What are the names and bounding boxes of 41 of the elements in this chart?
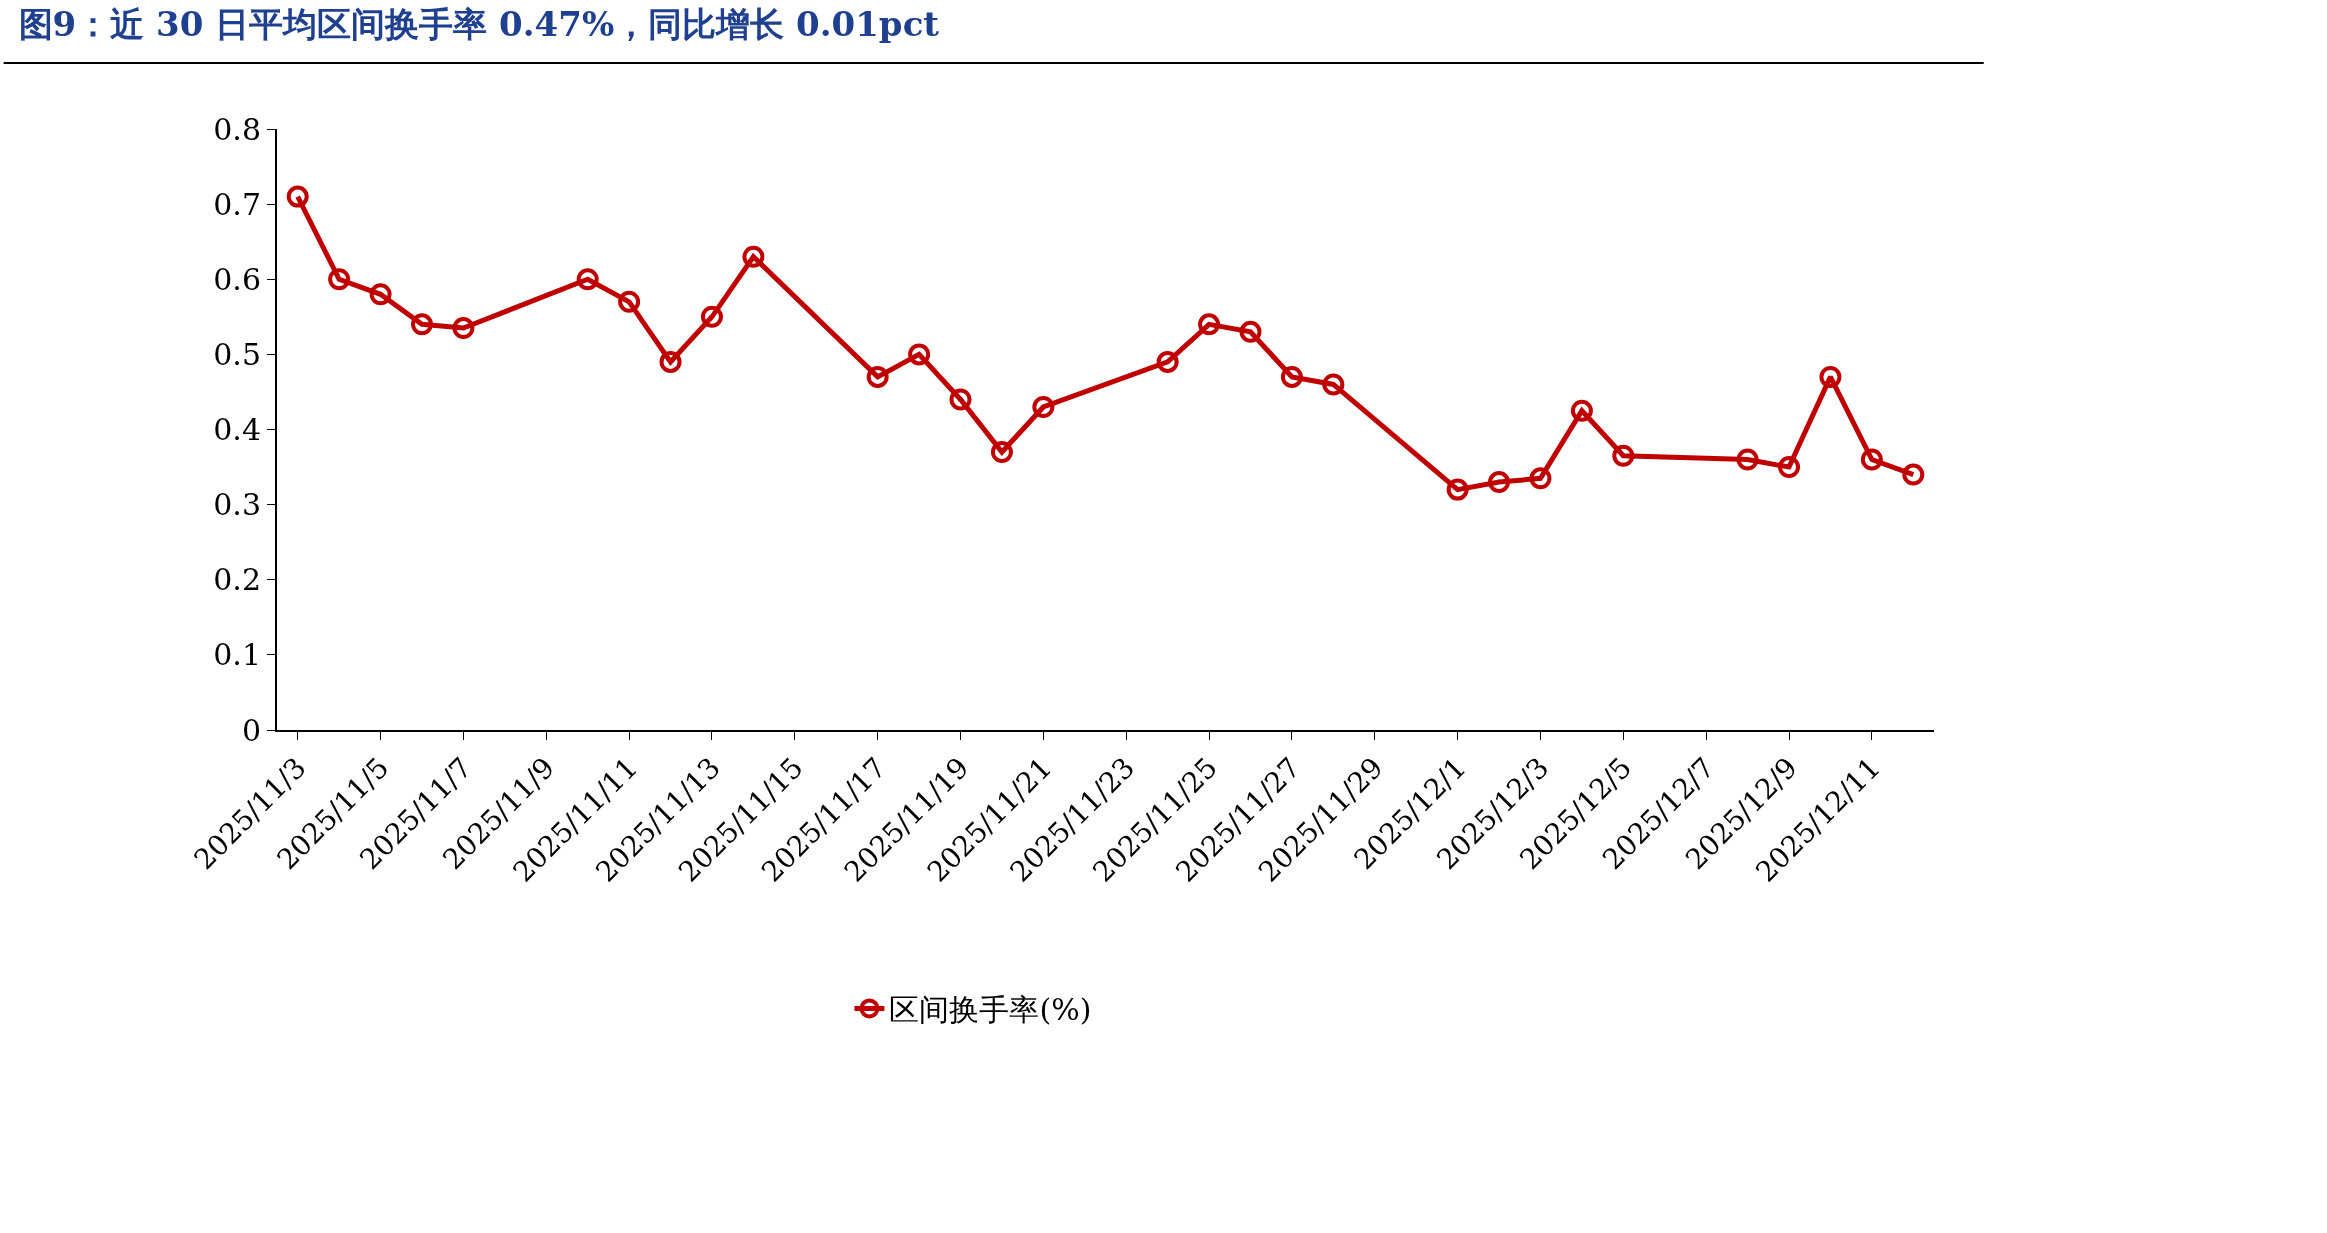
- y-tick-label: 0.2: [213, 562, 261, 598]
- point: [328, 268, 351, 291]
- point: [1570, 399, 1593, 422]
- point: [1902, 463, 1925, 486]
- point: [452, 317, 475, 340]
- point: [1322, 373, 1345, 396]
- point: [576, 268, 599, 291]
- y-tick-label: 0.7: [213, 186, 261, 222]
- point: [1446, 478, 1469, 501]
- legend-label: 区间换手率(%): [889, 992, 1092, 1028]
- point: [1488, 471, 1511, 494]
- point: [742, 245, 765, 268]
- y-tick-label: 0.1: [213, 637, 261, 673]
- point: [949, 388, 972, 411]
- point: [908, 343, 931, 366]
- y-tick-label: 0.5: [213, 336, 261, 372]
- point: [411, 313, 433, 336]
- point: [1819, 365, 1842, 388]
- point: [286, 185, 309, 208]
- point: [990, 441, 1013, 464]
- point: [659, 350, 682, 373]
- point: [866, 365, 889, 388]
- point: [1239, 320, 1262, 343]
- point: [1778, 456, 1801, 479]
- point: [1032, 395, 1055, 418]
- y-tick-label: 0: [241, 712, 261, 748]
- chart-title: 图9：近 30 日平均区间换手率 0.47%，同比增长 0.01pct: [18, 4, 940, 45]
- point: [1280, 365, 1303, 388]
- y-tick-label: 0.3: [213, 487, 261, 523]
- y-tick-label: 0.8: [213, 111, 261, 147]
- point: [1736, 448, 1759, 471]
- y-tick-label: 0.6: [213, 261, 261, 297]
- point: [1529, 467, 1552, 490]
- y-tick-label: 0.4: [213, 412, 261, 447]
- point: [1156, 350, 1179, 373]
- point: [1860, 448, 1883, 471]
- point: [700, 305, 723, 328]
- point: [1612, 444, 1635, 467]
- point: [618, 290, 641, 313]
- point: [1198, 313, 1221, 336]
- point: [369, 283, 392, 306]
